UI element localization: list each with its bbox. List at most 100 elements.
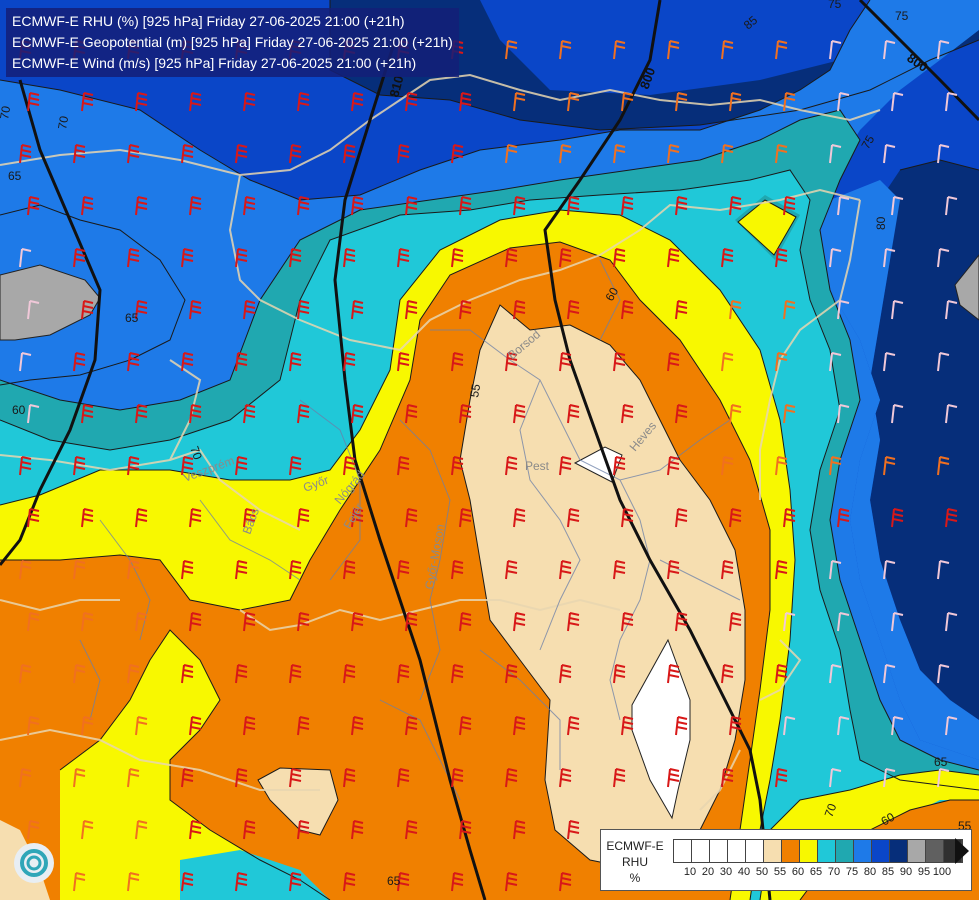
wind-barb	[721, 40, 734, 60]
wind-barb	[729, 196, 742, 216]
wind-barb	[883, 456, 896, 476]
wind-barb	[351, 196, 364, 216]
rhu-60-65-area-southwest	[60, 630, 330, 900]
wind-barb	[343, 560, 356, 580]
wind-barb	[513, 196, 526, 216]
wind-barb	[559, 768, 572, 788]
legend-swatch	[710, 840, 728, 862]
wind-barb	[127, 248, 140, 268]
contour-label-65-b: 65	[934, 755, 948, 769]
wind-barb	[297, 196, 310, 216]
legend-tick-label: 20	[701, 866, 715, 878]
wind-barb	[937, 560, 950, 580]
legend-swatch	[764, 840, 782, 862]
wind-barb	[721, 768, 734, 788]
wind-barb	[721, 456, 734, 476]
wind-barb	[235, 664, 248, 684]
wind-barb	[135, 820, 148, 840]
legend-tick-label: 90	[899, 866, 913, 878]
wind-barb	[19, 560, 32, 580]
wind-barb	[189, 508, 202, 528]
wind-barb	[181, 560, 194, 580]
contour-label-75: 75	[895, 9, 909, 23]
wind-barb	[351, 612, 364, 632]
wind-barb	[937, 352, 950, 372]
wind-barb	[505, 768, 518, 788]
wind-barb	[189, 196, 202, 216]
wind-barb	[135, 404, 148, 424]
wind-barb	[505, 664, 518, 684]
header-line-geopotential: ECMWF-E Geopotential (m) [925 hPa] Frida…	[12, 34, 453, 50]
wind-barb	[783, 508, 796, 528]
wind-barb	[27, 300, 40, 320]
wind-barb	[405, 404, 418, 424]
wind-barb	[289, 248, 302, 268]
wind-barb	[513, 820, 526, 840]
wind-barb	[675, 716, 688, 736]
wind-barb	[567, 716, 580, 736]
wind-barb	[19, 248, 32, 268]
legend-tick-label: 75	[845, 866, 859, 878]
wind-barb	[397, 768, 410, 788]
wind-barb	[81, 196, 94, 216]
rhu-50-55-area-southwest	[258, 768, 338, 835]
wind-barb	[505, 40, 518, 60]
wind-barb	[667, 144, 680, 164]
wind-barb	[837, 92, 850, 112]
wind-barb	[73, 144, 86, 164]
wind-barb	[837, 196, 850, 216]
wind-barb	[27, 820, 40, 840]
wind-barb	[721, 352, 734, 372]
wind-barb	[775, 40, 788, 60]
legend-tick-label: 50	[755, 866, 769, 878]
wind-barb	[81, 612, 94, 632]
wind-barb	[775, 456, 788, 476]
wind-barb	[829, 248, 842, 268]
wind-barb	[127, 144, 140, 164]
legend-tick-label: 85	[881, 866, 895, 878]
wind-barb	[775, 144, 788, 164]
wind-barb	[405, 716, 418, 736]
wind-barb	[181, 456, 194, 476]
wind-barb	[559, 352, 572, 372]
wind-barb	[837, 508, 850, 528]
wind-barb	[667, 768, 680, 788]
wind-barb	[397, 144, 410, 164]
wind-barb	[451, 144, 464, 164]
legend-swatch	[728, 840, 746, 862]
wind-barb	[27, 404, 40, 424]
wind-barb	[675, 300, 688, 320]
wind-barb	[837, 612, 850, 632]
wind-barb	[621, 404, 634, 424]
wind-barb	[235, 144, 248, 164]
wind-barb	[675, 92, 688, 112]
wind-barb	[675, 404, 688, 424]
wind-barb	[837, 716, 850, 736]
wind-barb	[783, 404, 796, 424]
wind-barb	[567, 820, 580, 840]
wind-barb	[73, 872, 86, 892]
legend-tick-label: 30	[719, 866, 733, 878]
wind-barb	[243, 92, 256, 112]
wind-barb	[343, 248, 356, 268]
wind-barb	[567, 404, 580, 424]
legend-swatch	[926, 840, 944, 862]
contour-label-65: 65	[125, 311, 139, 325]
wind-barb	[451, 664, 464, 684]
wind-barb	[297, 404, 310, 424]
legend-swatch	[674, 840, 692, 862]
wind-barb	[459, 820, 472, 840]
wind-barb	[513, 716, 526, 736]
wind-barb	[675, 508, 688, 528]
wind-barb	[235, 456, 248, 476]
wind-barb	[289, 560, 302, 580]
wind-barb	[235, 872, 248, 892]
wind-barb	[189, 820, 202, 840]
wind-barb	[613, 664, 626, 684]
wind-barb	[937, 40, 950, 60]
legend-tick-label: 55	[773, 866, 787, 878]
wind-barb	[891, 300, 904, 320]
wind-barb	[235, 352, 248, 372]
wind-barb	[451, 560, 464, 580]
